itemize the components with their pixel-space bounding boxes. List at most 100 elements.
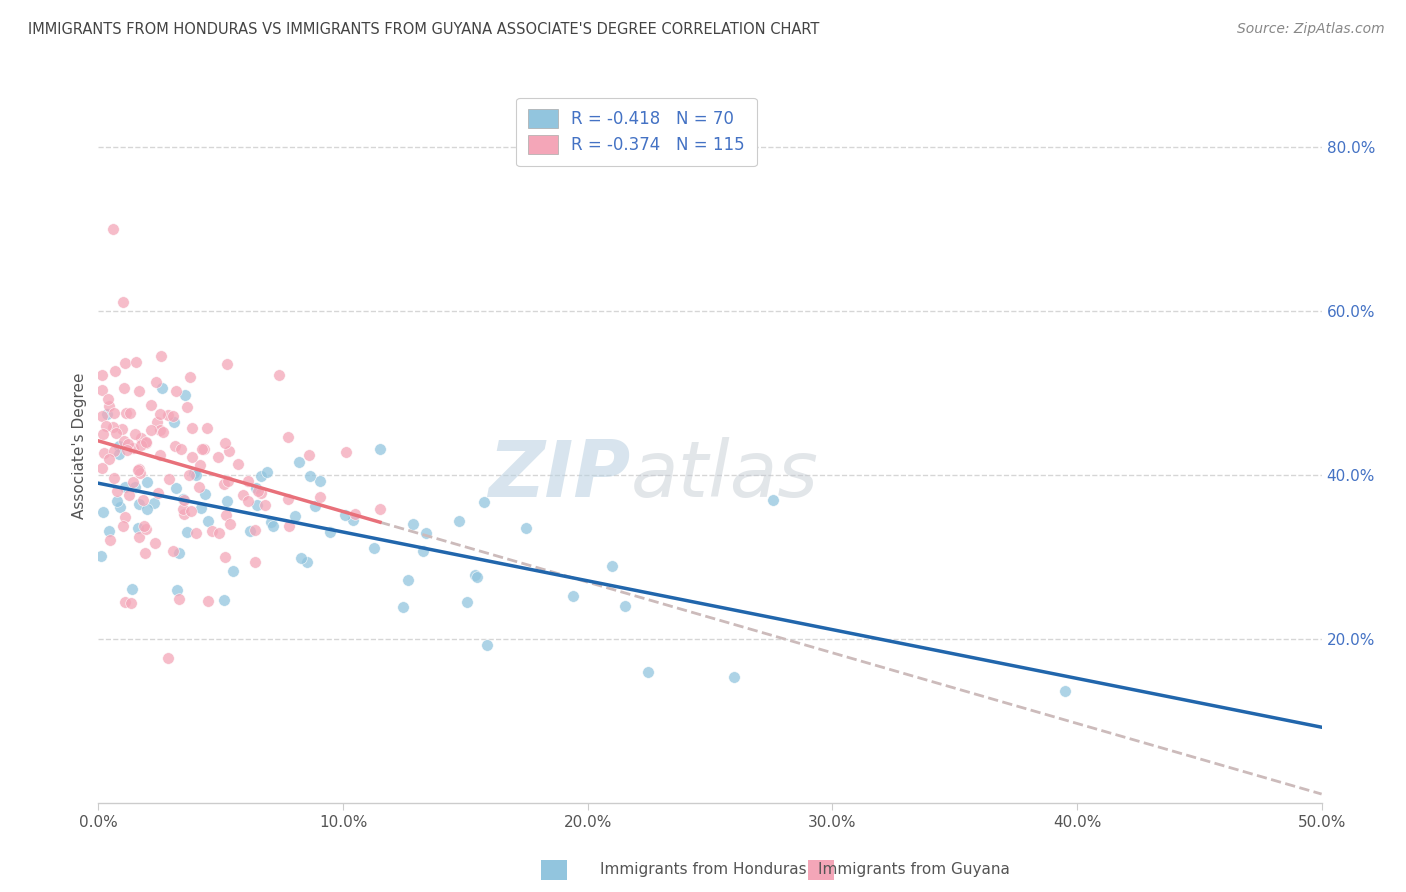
Point [166, 582, 188, 597]
Point [308, 490, 330, 504]
Point [125, 355, 148, 369]
Point [447, 514, 470, 528]
Point [139, 423, 162, 437]
Point [190, 501, 212, 516]
Point [212, 593, 235, 607]
Point [128, 384, 150, 398]
Point [105, 425, 128, 440]
Point [176, 525, 198, 540]
Point [259, 515, 281, 529]
Point [149, 407, 172, 421]
Point [561, 589, 583, 603]
Point [762, 493, 785, 508]
Point [105, 483, 128, 498]
Point [108, 500, 131, 514]
Point [98, 533, 121, 547]
Point [98, 524, 121, 538]
Text: Source: ZipAtlas.com: Source: ZipAtlas.com [1237, 22, 1385, 37]
Point [136, 502, 159, 516]
Point [191, 442, 214, 456]
Point [173, 493, 195, 508]
Point [183, 466, 205, 480]
Text: Immigrants from Honduras: Immigrants from Honduras [600, 863, 806, 877]
Point [165, 439, 187, 453]
Text: atlas: atlas [630, 436, 818, 513]
Point [295, 554, 318, 568]
Point [115, 442, 138, 457]
Point [172, 491, 194, 506]
Point [188, 480, 211, 494]
Point [472, 495, 495, 509]
Point [246, 498, 269, 512]
Point [243, 555, 266, 569]
Point [402, 517, 425, 532]
Point [91, 505, 114, 519]
Point [193, 442, 215, 457]
Point [122, 475, 145, 489]
Point [221, 564, 243, 578]
Point [467, 570, 489, 584]
Point [217, 357, 239, 371]
Point [90, 461, 112, 475]
Point [1054, 684, 1077, 698]
Point [181, 421, 204, 435]
Point [120, 406, 142, 420]
Point [150, 349, 173, 363]
Point [208, 526, 231, 541]
Point [290, 551, 312, 566]
Point [108, 446, 131, 460]
Point [157, 651, 180, 665]
Point [174, 387, 197, 401]
Point [112, 519, 135, 533]
Point [103, 471, 125, 485]
Point [118, 488, 141, 502]
Point [114, 510, 136, 524]
Point [180, 450, 202, 464]
Point [180, 504, 202, 518]
Point [114, 406, 136, 420]
Point [475, 638, 498, 652]
Point [197, 514, 219, 528]
Point [249, 468, 271, 483]
Point [167, 546, 190, 560]
Point [90, 368, 112, 383]
Point [135, 522, 157, 536]
Point [136, 475, 159, 489]
Point [215, 494, 238, 508]
Point [146, 415, 169, 429]
Point [343, 507, 366, 521]
Point [177, 467, 200, 482]
Point [218, 443, 240, 458]
Point [152, 425, 174, 439]
Point [112, 434, 135, 449]
Point [239, 524, 262, 539]
Point [112, 381, 135, 395]
Point [600, 559, 623, 574]
Point [98, 399, 121, 413]
Point [143, 535, 166, 549]
Point [207, 450, 229, 464]
Point [194, 487, 217, 501]
Point [149, 449, 172, 463]
Point [90, 383, 112, 397]
Point [91, 427, 114, 442]
Point [143, 496, 166, 510]
Y-axis label: Associate's Degree: Associate's Degree [72, 373, 87, 519]
Point [723, 670, 745, 684]
Point [173, 507, 195, 521]
Text: Immigrants from Guyana: Immigrants from Guyana [818, 863, 1010, 877]
Point [150, 380, 173, 394]
Point [98, 451, 121, 466]
Point [146, 486, 169, 500]
Point [637, 665, 659, 680]
Point [134, 518, 156, 533]
Point [135, 436, 157, 450]
Point [195, 421, 218, 435]
Point [363, 541, 385, 555]
Point [335, 445, 357, 459]
Point [298, 448, 321, 462]
Point [287, 454, 309, 468]
Point [127, 463, 149, 477]
Point [277, 429, 299, 443]
Point [96, 407, 118, 421]
